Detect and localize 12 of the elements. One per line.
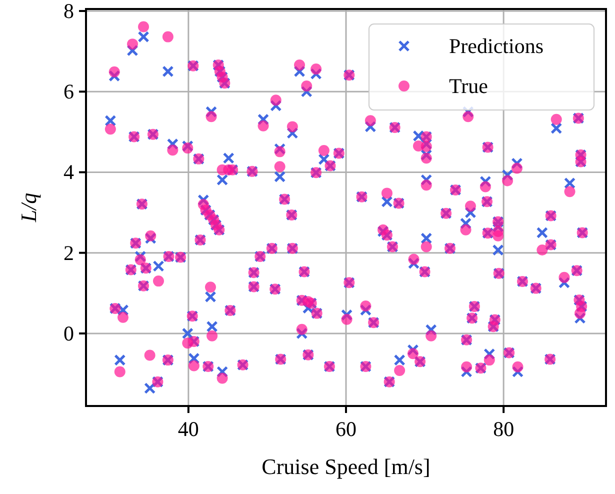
y-tick-label: 8 bbox=[64, 0, 74, 24]
y-axis-title: L/q bbox=[16, 192, 41, 224]
x-tick-label: 60 bbox=[336, 417, 356, 441]
x-axis-title: Cruise Speed [m/s] bbox=[262, 454, 430, 479]
legend-label: True bbox=[449, 74, 488, 98]
legend-label: Predictions bbox=[449, 34, 544, 58]
x-tick-label: 40 bbox=[178, 417, 199, 441]
y-tick-label: 0 bbox=[64, 321, 74, 346]
y-tick-label: 6 bbox=[64, 80, 74, 104]
y-tick-label: 4 bbox=[64, 160, 74, 184]
y-tick-label: 2 bbox=[64, 240, 74, 265]
x-tick-label: 80 bbox=[493, 417, 514, 441]
